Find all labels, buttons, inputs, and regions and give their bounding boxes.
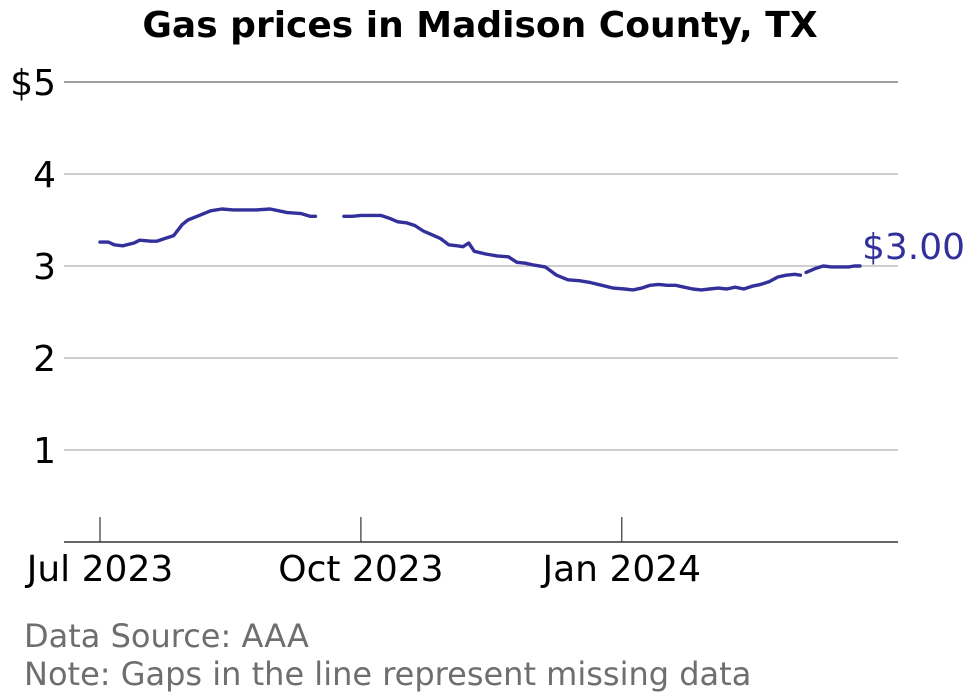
y-axis-tick-labels: 1 2 3 4 $5	[10, 63, 56, 472]
price-series	[98, 207, 862, 292]
data-source-note: Data Source: AAA	[24, 617, 309, 655]
x-tick-label-0: Jul 2023	[25, 549, 174, 590]
series-line-segment-2	[342, 213, 803, 292]
series-line-segment-3	[804, 264, 862, 275]
missing-data-note: Note: Gaps in the line represent missing…	[24, 655, 751, 693]
y-tick-label-2: 2	[33, 339, 56, 380]
gridlines	[64, 81, 898, 451]
y-tick-label-1: 1	[33, 431, 56, 472]
y-tick-label-3: 3	[33, 247, 56, 288]
x-axis-ticks: Jul 2023 Oct 2023 Jan 2024	[25, 517, 701, 590]
x-tick-label-2: Jan 2024	[541, 549, 702, 590]
y-tick-label-4: 4	[33, 155, 56, 196]
end-value-label: $3.00	[862, 227, 965, 268]
y-tick-label-5: $5	[10, 63, 56, 104]
series-line-segment-1	[98, 207, 318, 248]
x-tick-label-1: Oct 2023	[278, 549, 443, 590]
chart-title: Gas prices in Madison County, TX	[142, 5, 817, 46]
